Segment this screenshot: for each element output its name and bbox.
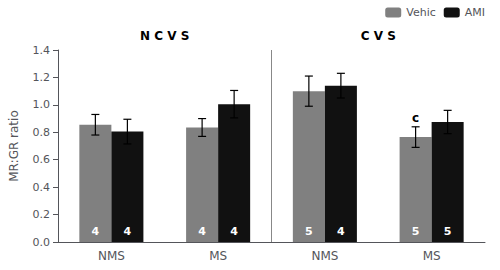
svg-text:0.2: 0.2: [33, 208, 51, 221]
svg-text:NMS: NMS: [98, 249, 125, 263]
svg-text:4: 4: [230, 225, 238, 238]
svg-text:MR:GR ratio: MR:GR ratio: [7, 110, 21, 181]
svg-text:c: c: [412, 111, 419, 125]
svg-text:0.4: 0.4: [33, 181, 51, 194]
svg-text:NMS: NMS: [311, 249, 338, 263]
svg-text:5: 5: [305, 225, 313, 238]
svg-text:AMI: AMI: [465, 6, 485, 19]
svg-text:4: 4: [124, 225, 132, 238]
svg-text:5: 5: [444, 225, 452, 238]
svg-text:MS: MS: [423, 249, 441, 263]
svg-text:0.8: 0.8: [33, 126, 51, 139]
svg-text:N C V S: N C V S: [140, 29, 189, 43]
svg-text:0.6: 0.6: [33, 153, 51, 166]
svg-text:4: 4: [198, 225, 206, 238]
svg-text:MS: MS: [209, 249, 227, 263]
svg-text:4: 4: [92, 225, 100, 238]
svg-text:4: 4: [337, 225, 345, 238]
svg-text:C V S: C V S: [361, 29, 396, 43]
svg-text:1.0: 1.0: [33, 98, 51, 111]
svg-text:1.2: 1.2: [33, 71, 51, 84]
svg-text:1.4: 1.4: [33, 44, 51, 57]
svg-text:5: 5: [412, 225, 420, 238]
svg-text:Vehic: Vehic: [406, 6, 436, 19]
svg-text:0.0: 0.0: [33, 236, 51, 249]
